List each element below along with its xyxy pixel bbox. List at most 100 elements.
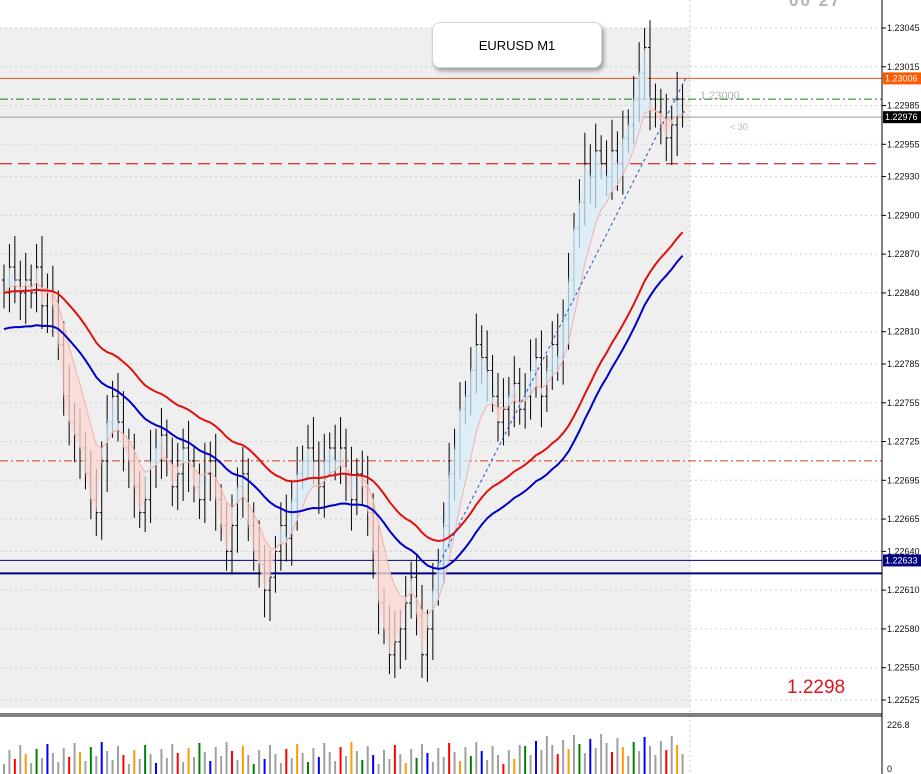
band-segment <box>47 289 53 306</box>
volume-bar <box>258 750 261 774</box>
band-segment <box>177 448 184 474</box>
band-segment <box>226 502 232 552</box>
volume-bar <box>404 763 407 774</box>
band-segment <box>519 396 526 410</box>
price-tick-label: 1.22525 <box>887 695 920 705</box>
band-segment <box>123 434 129 461</box>
volume-bar <box>507 750 510 774</box>
volume-bar <box>41 758 43 774</box>
volume-bar <box>312 748 315 774</box>
trend-line <box>436 77 687 569</box>
volume-bar <box>475 742 478 774</box>
price-tick-label: 1.22725 <box>887 437 920 447</box>
price-tick-label: 1.22900 <box>887 210 920 220</box>
volume-bar <box>551 745 554 774</box>
band-segment <box>291 473 298 533</box>
volume-bar <box>279 763 282 774</box>
volume-bar <box>670 736 673 774</box>
volume-bar <box>399 754 402 774</box>
volume-bar <box>437 748 440 774</box>
price-tag-box <box>883 554 921 567</box>
volume-bar <box>231 751 233 774</box>
band-segment <box>525 370 531 402</box>
band-segment <box>58 304 64 397</box>
band-segment <box>422 610 428 655</box>
volume-bar <box>426 753 429 774</box>
volume-bar <box>638 751 641 774</box>
band-segment <box>394 586 401 642</box>
volume-bar <box>68 757 71 774</box>
band-segment <box>80 384 86 474</box>
volume-bar <box>545 736 548 774</box>
price-tag-label: 1.22976 <box>885 112 918 122</box>
volume-bar <box>241 746 244 774</box>
volume-bar <box>317 757 320 774</box>
volume-bar <box>35 749 38 774</box>
band-segment <box>432 564 439 610</box>
volume-bar <box>366 746 369 774</box>
band-segment <box>112 396 118 433</box>
volume-bar <box>415 758 418 774</box>
volume-bar <box>122 755 125 774</box>
volume-bar <box>84 761 87 774</box>
band-segment <box>237 473 243 503</box>
volume-bar <box>236 760 239 774</box>
band-segment <box>595 150 602 224</box>
volume-bar <box>383 750 385 774</box>
fast-ma-line <box>3 109 683 616</box>
band-segment <box>481 357 488 416</box>
band-segment <box>633 73 640 150</box>
volume-bar <box>681 754 684 774</box>
band-segment <box>221 488 227 552</box>
band-segment <box>14 280 21 293</box>
volume-bar <box>290 758 293 774</box>
band-segment <box>308 448 314 494</box>
candle-timer: 00 27 <box>789 0 842 10</box>
volume-bar <box>421 744 423 774</box>
band-segment <box>660 113 667 138</box>
band-segment <box>9 267 15 288</box>
volume-bar <box>160 749 163 774</box>
band-segment <box>63 324 70 423</box>
band-segment <box>644 47 650 114</box>
band-segment <box>454 409 460 535</box>
volume-bar <box>203 752 206 774</box>
volume-bar <box>209 761 212 774</box>
price-tag-box <box>883 111 921 124</box>
volume-bar <box>117 746 119 774</box>
volume-bar <box>247 755 250 774</box>
volume-bar <box>567 749 570 774</box>
volume-bar <box>431 762 434 774</box>
volume-bar <box>111 760 114 774</box>
volume-bar <box>540 750 543 774</box>
symbol-title: EURUSD M1 <box>432 22 602 68</box>
volume-bar <box>155 763 157 774</box>
volume-bar <box>19 745 22 774</box>
volume-bar <box>57 762 60 774</box>
price-annotation: 1.2298 <box>787 677 846 698</box>
price-tick-label: 1.22985 <box>887 101 920 111</box>
volume-bar <box>193 757 195 774</box>
band-segment <box>90 425 97 513</box>
band-segment <box>351 473 357 500</box>
volume-bar <box>464 747 467 774</box>
volume-bar <box>442 757 445 774</box>
volume-bar <box>665 750 668 774</box>
band-segment <box>275 525 281 552</box>
volume-bar <box>274 754 277 774</box>
band-segment <box>96 444 102 513</box>
volume-bar <box>453 752 456 774</box>
price-tick-label: 1.22930 <box>887 172 920 182</box>
band-segment <box>204 460 211 475</box>
volume-bar <box>8 750 11 774</box>
band-segment <box>69 346 75 436</box>
volume-bar <box>285 749 288 774</box>
band-segment <box>362 477 368 513</box>
volume-bar <box>355 751 358 774</box>
band-segment <box>340 448 346 474</box>
band-segment <box>188 460 194 487</box>
band-segment <box>465 370 471 482</box>
band-segment <box>161 435 167 461</box>
band-segment <box>628 99 634 164</box>
